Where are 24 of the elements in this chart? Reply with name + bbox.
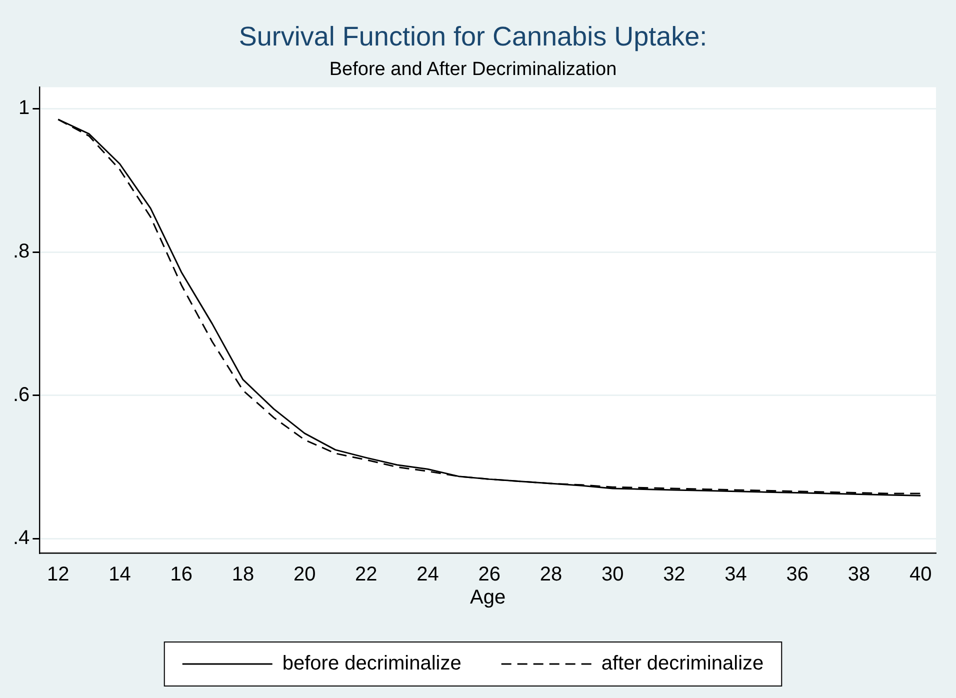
y-tick-label: 1 <box>18 97 30 120</box>
legend-label: after decriminalize <box>601 652 764 675</box>
x-tick-label: 24 <box>416 564 439 586</box>
x-axis-title: Age <box>470 586 506 609</box>
chart-title: Survival Function for Cannabis Uptake: <box>238 22 708 52</box>
x-tick-label: 18 <box>232 564 254 586</box>
x-tick-label: 40 <box>909 564 932 586</box>
x-tick-label: 16 <box>170 564 192 586</box>
y-tick-label: .6 <box>12 384 30 406</box>
x-tick-label: 14 <box>108 564 131 586</box>
x-tick-label: 34 <box>724 564 747 586</box>
x-tick-label: 22 <box>355 564 378 586</box>
chart-subtitle: Before and After Decriminalization <box>329 59 617 80</box>
x-tick-label: 38 <box>848 564 870 586</box>
x-tick-label: 32 <box>663 564 686 586</box>
x-tick-label: 20 <box>293 564 316 586</box>
x-tick-label: 36 <box>786 564 809 586</box>
x-tick-label: 26 <box>478 564 501 586</box>
y-tick-label: .8 <box>12 240 30 263</box>
y-tick-label: .4 <box>12 527 30 550</box>
x-tick-label: 12 <box>47 564 70 586</box>
x-tick-label: 28 <box>540 564 562 586</box>
legend-label: before decriminalize <box>282 652 462 675</box>
x-tick-label: 30 <box>601 564 624 586</box>
